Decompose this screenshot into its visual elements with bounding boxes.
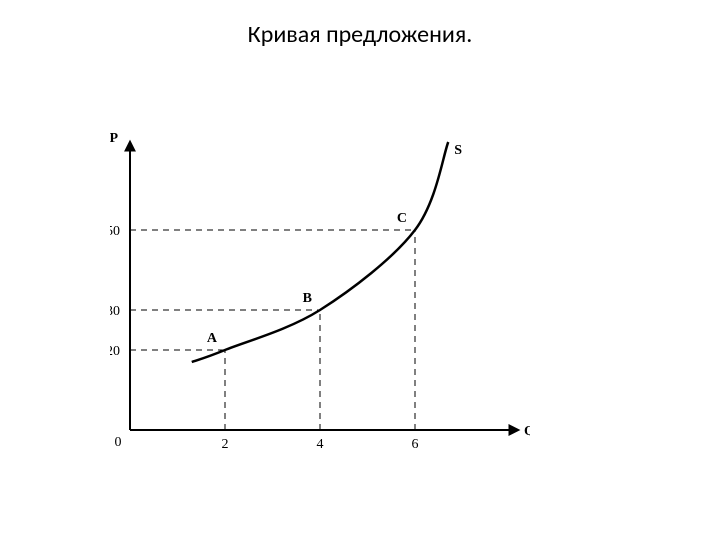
x-tick-label: 6: [412, 437, 419, 450]
x-tick-label: 4: [317, 437, 324, 450]
chart-svg: P Q 0 20 30 50 2 4 6 A B C S: [110, 130, 530, 450]
point-label: B: [303, 291, 312, 306]
page-title: Кривая предложения.: [0, 20, 720, 49]
series-label: S: [454, 143, 462, 158]
y-tick-label: 50: [110, 224, 120, 239]
y-tick-label: 20: [110, 344, 120, 359]
page: Кривая предложения. P Q 0 20 30 50 2 4 6 A B C S: [0, 0, 720, 540]
x-tick-label: 2: [222, 437, 229, 450]
point-label: C: [397, 211, 407, 226]
y-tick-label: 30: [110, 304, 120, 319]
y-axis-label: P: [110, 131, 118, 146]
supply-curve-chart: P Q 0 20 30 50 2 4 6 A B C S: [110, 130, 530, 450]
point-label: A: [207, 331, 218, 346]
origin-label: 0: [115, 435, 122, 450]
x-axis-label: Q: [524, 424, 530, 439]
